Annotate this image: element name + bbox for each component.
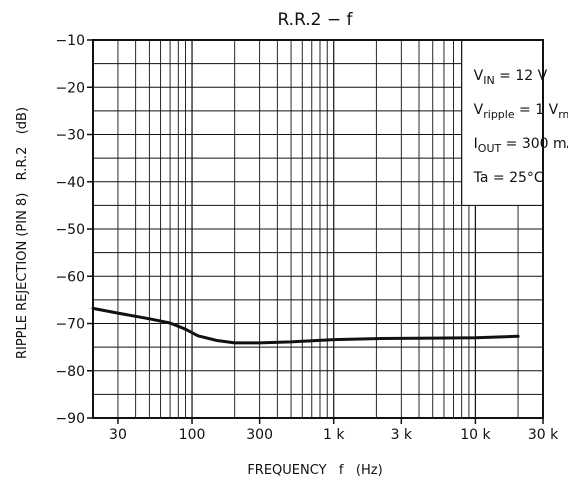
ripple-rejection-curve [91, 306, 520, 345]
x-tick-label: 30 k [528, 427, 559, 443]
y-axis-label: RIPPLE REJECTION (PIN 8) R.R.2 (dB) [15, 107, 30, 359]
x-tick-label: 10 k [460, 427, 491, 443]
y-tick-label: −50 [55, 222, 85, 238]
y-tick-label: −60 [55, 269, 85, 285]
y-tick-label: −90 [55, 411, 85, 427]
axis-ticks: −10 −20 −30 −40 −50 −60 −70 −80 −90 30 100 300 1 k 3 … [55, 33, 559, 443]
x-tick-label: 300 [246, 427, 273, 443]
y-tick-label: −40 [55, 175, 85, 191]
x-tick-label: 100 [179, 427, 206, 443]
x-axis-label: FREQUENCY f (Hz) [247, 463, 382, 478]
conditions-box-background [461, 41, 542, 206]
condition-annotation: Vripple = 1 Vrms [474, 102, 568, 121]
y-tick-label: −70 [55, 317, 85, 333]
series-layer [91, 306, 520, 345]
condition-annotation: VIN = 12 V [474, 68, 548, 87]
x-tick-label: 3 k [391, 427, 413, 443]
y-tick-label: −30 [55, 128, 85, 144]
y-tick-label: −80 [55, 364, 85, 380]
chart-title: R.R.2 − f [277, 10, 353, 30]
y-tick-label: −20 [55, 80, 85, 96]
condition-annotation: Ta = 25°C [473, 170, 544, 186]
x-tick-label: 30 [109, 427, 127, 443]
conditions-box: VIN = 12 V Vripple = 1 Vrms IOUT = 300 mA T… [461, 40, 568, 206]
condition-annotation: IOUT = 300 mA [474, 136, 568, 155]
x-tick-label: 1 k [323, 427, 345, 443]
y-tick-label: −10 [55, 33, 85, 49]
